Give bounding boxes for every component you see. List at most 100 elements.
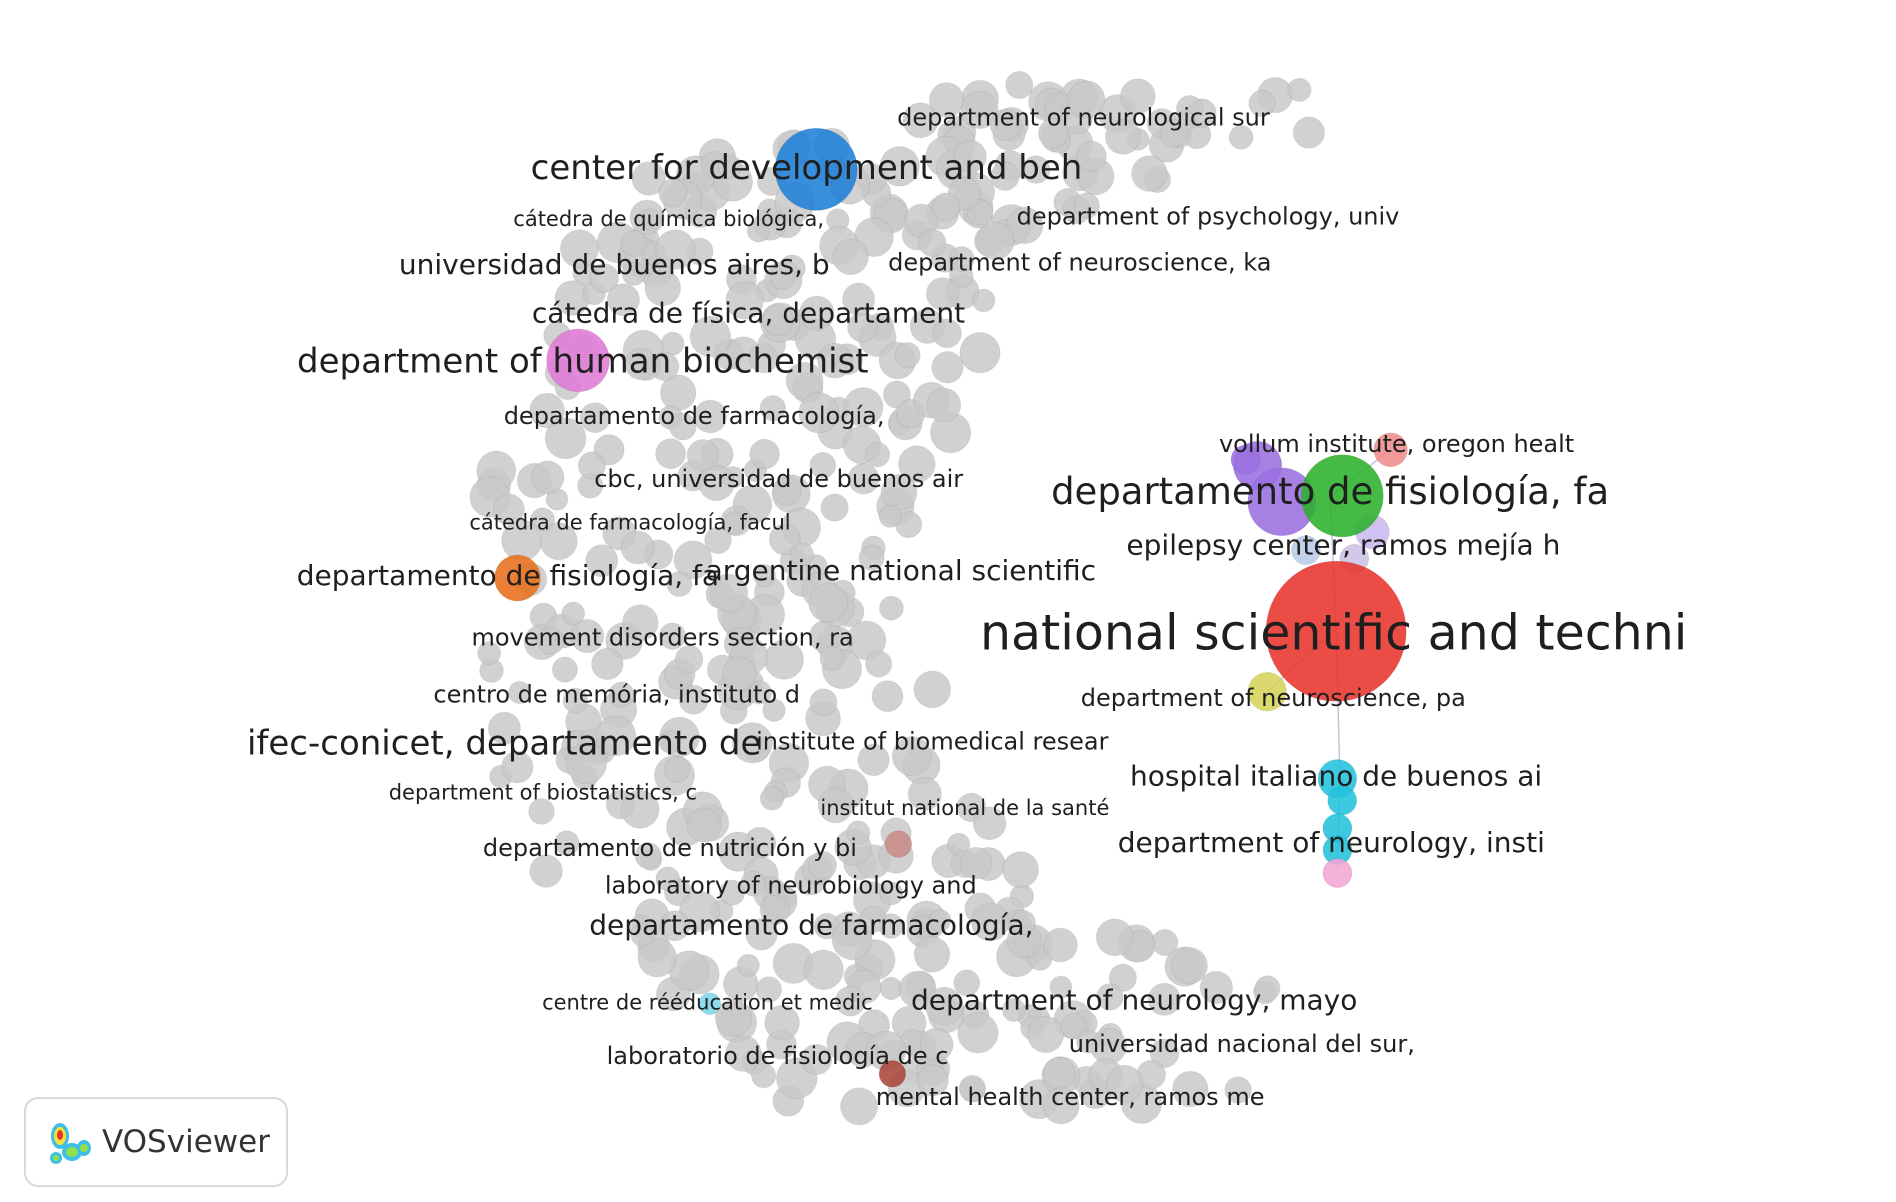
node-label[interactable]: department of neurological sur bbox=[897, 104, 1270, 132]
gray-node[interactable] bbox=[668, 412, 697, 441]
green-node[interactable] bbox=[1300, 454, 1384, 538]
gray-node[interactable] bbox=[722, 656, 757, 692]
gray-node[interactable] bbox=[817, 342, 853, 379]
gray-node[interactable] bbox=[772, 476, 802, 506]
gray-node[interactable] bbox=[709, 573, 749, 613]
node-label[interactable]: institute of biomedical resear bbox=[756, 728, 1109, 756]
gray-node[interactable] bbox=[1120, 78, 1156, 115]
gray-node[interactable] bbox=[620, 230, 647, 257]
gray-node[interactable] bbox=[931, 192, 961, 222]
gray-node[interactable] bbox=[487, 711, 521, 745]
gray-node[interactable] bbox=[925, 986, 964, 1026]
gray-node[interactable] bbox=[759, 894, 790, 926]
gray-node[interactable] bbox=[928, 908, 952, 932]
node-label[interactable]: cátedra de química biológica, bbox=[513, 207, 824, 231]
gray-node[interactable] bbox=[663, 756, 691, 783]
gray-node[interactable] bbox=[1172, 1070, 1209, 1108]
node-label[interactable]: center for development and beh bbox=[531, 148, 1083, 188]
node-label[interactable]: centre de rééducation et medic bbox=[542, 991, 873, 1015]
gray-node[interactable] bbox=[577, 451, 607, 480]
gray-node[interactable] bbox=[925, 277, 960, 311]
gray-node[interactable] bbox=[971, 288, 996, 313]
node-label[interactable]: department of psychology, univ bbox=[1017, 203, 1400, 231]
gray-node[interactable] bbox=[817, 787, 854, 824]
gray-node[interactable] bbox=[1049, 975, 1073, 999]
gray-node[interactable] bbox=[769, 264, 796, 290]
gray-node[interactable] bbox=[501, 750, 534, 784]
gray-node[interactable] bbox=[762, 304, 794, 337]
gray-node[interactable] bbox=[1005, 206, 1044, 245]
gray-node[interactable] bbox=[507, 680, 532, 705]
gray-node[interactable] bbox=[1292, 116, 1326, 149]
gray-node[interactable] bbox=[477, 641, 502, 666]
gray-node[interactable] bbox=[693, 399, 728, 434]
national-scientific-node[interactable] bbox=[1265, 560, 1407, 702]
vosviewer-logo[interactable]: VOSviewer bbox=[24, 1097, 288, 1187]
gray-node[interactable] bbox=[1021, 155, 1051, 184]
node-label[interactable]: departamento de farmacología, bbox=[589, 908, 1033, 941]
gray-node[interactable] bbox=[953, 139, 987, 174]
gray-node[interactable] bbox=[926, 387, 962, 423]
node-label[interactable]: department of biostatistics, c bbox=[389, 780, 697, 804]
node-label[interactable]: cátedra de física, departament bbox=[532, 296, 965, 329]
gray-node[interactable] bbox=[948, 246, 975, 273]
gray-node[interactable] bbox=[1159, 119, 1188, 148]
gray-node[interactable] bbox=[750, 1062, 777, 1089]
gray-node[interactable] bbox=[871, 680, 904, 713]
gray-node[interactable] bbox=[764, 1004, 800, 1041]
gray-node[interactable] bbox=[722, 511, 747, 535]
gray-node[interactable] bbox=[579, 402, 611, 434]
gray-node[interactable] bbox=[913, 936, 951, 973]
node-label[interactable]: department of neuroscience, pa bbox=[1081, 684, 1466, 712]
gray-node[interactable] bbox=[858, 544, 885, 571]
gray-node[interactable] bbox=[1131, 155, 1168, 192]
gray-node[interactable] bbox=[634, 842, 662, 870]
gray-node[interactable] bbox=[686, 439, 719, 472]
node-label[interactable]: epilepsy center, ramos mejía h bbox=[1126, 529, 1560, 562]
node-label[interactable]: cbc, universidad de buenos air bbox=[594, 465, 963, 493]
gray-node[interactable] bbox=[1010, 909, 1036, 936]
gray-node[interactable] bbox=[894, 342, 921, 369]
node-label[interactable]: hospital italiano de buenos ai bbox=[1130, 760, 1542, 793]
gray-node[interactable] bbox=[990, 161, 1020, 191]
gray-node[interactable] bbox=[1076, 1029, 1101, 1054]
gray-node[interactable] bbox=[800, 1043, 833, 1076]
gray-node[interactable] bbox=[562, 687, 589, 714]
gray-node[interactable] bbox=[746, 219, 771, 243]
gray-node[interactable] bbox=[561, 601, 586, 626]
gray-node[interactable] bbox=[674, 644, 704, 674]
gray-node[interactable] bbox=[891, 736, 932, 777]
gray-node[interactable] bbox=[585, 544, 619, 578]
gray-node[interactable] bbox=[731, 722, 774, 764]
gray-node[interactable] bbox=[529, 392, 565, 429]
gray-node[interactable] bbox=[621, 604, 659, 642]
gray-node[interactable] bbox=[745, 918, 778, 951]
fisiologia-orange-node[interactable] bbox=[494, 554, 541, 602]
gray-node[interactable] bbox=[798, 392, 840, 434]
gray-node[interactable] bbox=[624, 347, 658, 381]
gray-node[interactable] bbox=[807, 850, 838, 880]
gray-node[interactable] bbox=[1060, 1013, 1088, 1040]
gray-node[interactable] bbox=[725, 1035, 762, 1072]
gray-node[interactable] bbox=[569, 618, 605, 654]
gray-node[interactable] bbox=[755, 976, 783, 1003]
gray-node[interactable] bbox=[768, 523, 801, 556]
rose-node[interactable] bbox=[884, 830, 913, 858]
gray-node[interactable] bbox=[932, 318, 962, 349]
gray-node[interactable] bbox=[898, 445, 936, 483]
gray-node[interactable] bbox=[957, 1012, 999, 1054]
brown-node[interactable] bbox=[878, 1060, 907, 1088]
gray-node[interactable] bbox=[1005, 70, 1034, 100]
node-label[interactable]: department of neuroscience, ka bbox=[888, 249, 1271, 277]
gray-node[interactable] bbox=[953, 969, 981, 997]
gray-node[interactable] bbox=[913, 670, 952, 709]
gray-node[interactable] bbox=[678, 684, 709, 715]
gray-node[interactable] bbox=[620, 530, 655, 565]
gray-node[interactable] bbox=[1037, 117, 1069, 149]
gray-node[interactable] bbox=[989, 108, 1022, 141]
gray-node[interactable] bbox=[718, 831, 759, 872]
gray-node[interactable] bbox=[790, 542, 814, 567]
gray-node[interactable] bbox=[759, 786, 785, 811]
human-biochemist-node[interactable] bbox=[546, 328, 610, 393]
